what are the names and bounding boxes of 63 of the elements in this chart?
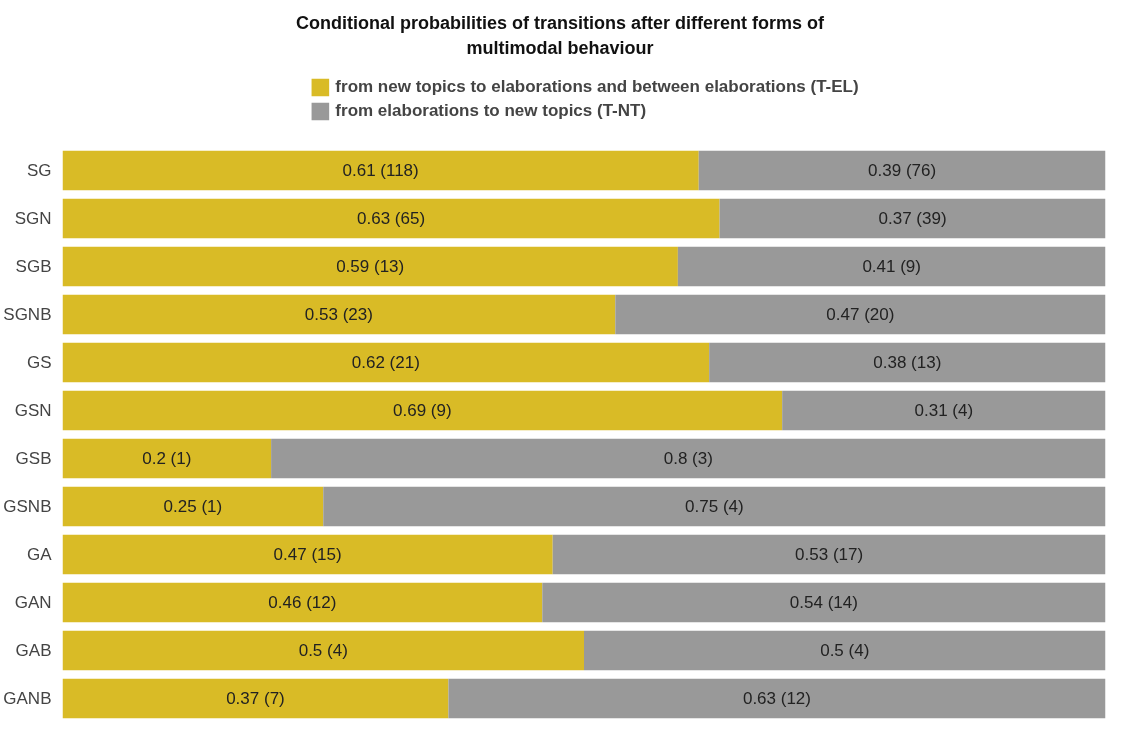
bar	[542, 582, 1106, 623]
data-label: 0.47 (20)	[826, 305, 895, 324]
data-label: 0.2 (1)	[142, 449, 192, 468]
bar	[719, 198, 1106, 239]
data-label: 0.8 (3)	[663, 449, 713, 468]
bar	[709, 342, 1106, 383]
data-label: 0.37 (7)	[226, 689, 285, 708]
data-label: 0.61 (118)	[342, 161, 419, 180]
y-tick-label: GSN	[14, 401, 52, 420]
data-label: 0.47 (15)	[273, 545, 342, 564]
bar	[584, 630, 1106, 671]
bar	[448, 678, 1106, 719]
y-tick-label: SGNB	[3, 305, 52, 324]
bar	[62, 246, 678, 287]
bar	[271, 438, 1106, 479]
y-tick-label: GSB	[15, 449, 52, 468]
data-label: 0.75 (4)	[685, 497, 744, 516]
bar	[62, 150, 699, 191]
bar	[62, 582, 543, 623]
bar	[615, 294, 1106, 335]
data-label: 0.63 (12)	[742, 689, 811, 708]
bar	[698, 150, 1106, 191]
bar	[62, 438, 272, 479]
y-tick-label: SGN	[14, 209, 52, 228]
bar	[552, 534, 1106, 575]
bar	[62, 630, 584, 671]
legend-label: from elaborations to new topics (T-NT)	[335, 101, 647, 121]
bar	[62, 294, 616, 335]
legend-label: from new topics to elaborations and between elaborations (T-EL)	[335, 77, 859, 97]
data-label: 0.46 (12)	[268, 593, 337, 612]
y-tick-label: GA	[26, 545, 53, 564]
data-label: 0.39 (76)	[868, 161, 937, 180]
y-tick-label: GSNB	[3, 497, 52, 516]
data-label: 0.63 (65)	[357, 209, 426, 228]
bar	[62, 678, 449, 719]
data-label: 0.38 (13)	[873, 353, 942, 372]
bar	[677, 246, 1106, 287]
data-label: 0.31 (4)	[914, 401, 974, 420]
y-tick-label: GAB	[15, 641, 52, 660]
data-label: 0.53 (23)	[304, 305, 373, 324]
data-label: 0.5 (4)	[298, 641, 348, 660]
data-label: 0.5 (4)	[820, 641, 870, 660]
data-label: 0.53 (17)	[795, 545, 864, 564]
bar	[323, 486, 1106, 527]
data-label: 0.59 (13)	[336, 257, 405, 276]
bar	[782, 390, 1106, 431]
bar	[62, 198, 720, 239]
data-label: 0.69 (9)	[393, 401, 452, 420]
data-label: 0.62 (21)	[351, 353, 420, 372]
y-tick-label: GAN	[14, 593, 52, 612]
y-tick-label: GS	[26, 353, 52, 372]
y-tick-label: SGB	[15, 257, 52, 276]
data-label: 0.25 (1)	[163, 497, 223, 516]
bar	[62, 342, 710, 383]
y-tick-label: SG	[26, 161, 52, 180]
chart-title: Conditional probabilities of transitions after different forms of multimodal behaviour	[295, 12, 825, 61]
y-tick-label: GANB	[3, 689, 52, 708]
data-label: 0.54 (14)	[789, 593, 858, 612]
data-label: 0.37 (39)	[878, 209, 947, 228]
data-label: 0.41 (9)	[862, 257, 921, 276]
bar	[62, 486, 324, 527]
bar	[62, 534, 553, 575]
bar	[62, 390, 783, 431]
